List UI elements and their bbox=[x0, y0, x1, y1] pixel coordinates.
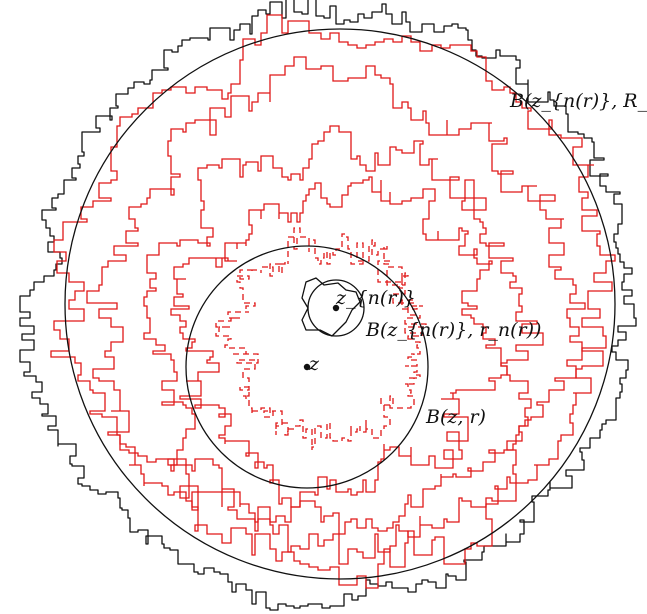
small-ball-label: B(z_{n(r)}, r_n(r)) bbox=[365, 319, 541, 341]
red-curve-1 bbox=[50, 14, 616, 589]
center-point-label: z_{n(r)} bbox=[335, 287, 416, 309]
outer-ball-label: B(z_{n(r)}, R_n(r)) bbox=[509, 90, 647, 112]
outer-cluster-boundary bbox=[19, 0, 637, 611]
red-curve-dashed bbox=[215, 227, 427, 450]
red-curves-group bbox=[50, 14, 616, 589]
small-cluster-boundary bbox=[301, 277, 361, 337]
mid-ball-label: B(z, r) bbox=[425, 406, 486, 428]
red-curve-4 bbox=[170, 176, 508, 508]
mid-ball-circle bbox=[185, 245, 429, 489]
z-point-label: z bbox=[308, 353, 320, 375]
red-curve-2 bbox=[86, 56, 586, 565]
outer-ball-circle bbox=[64, 28, 616, 580]
red-curve-3 bbox=[143, 125, 544, 535]
z-point bbox=[303, 363, 311, 371]
center-point bbox=[332, 304, 340, 312]
